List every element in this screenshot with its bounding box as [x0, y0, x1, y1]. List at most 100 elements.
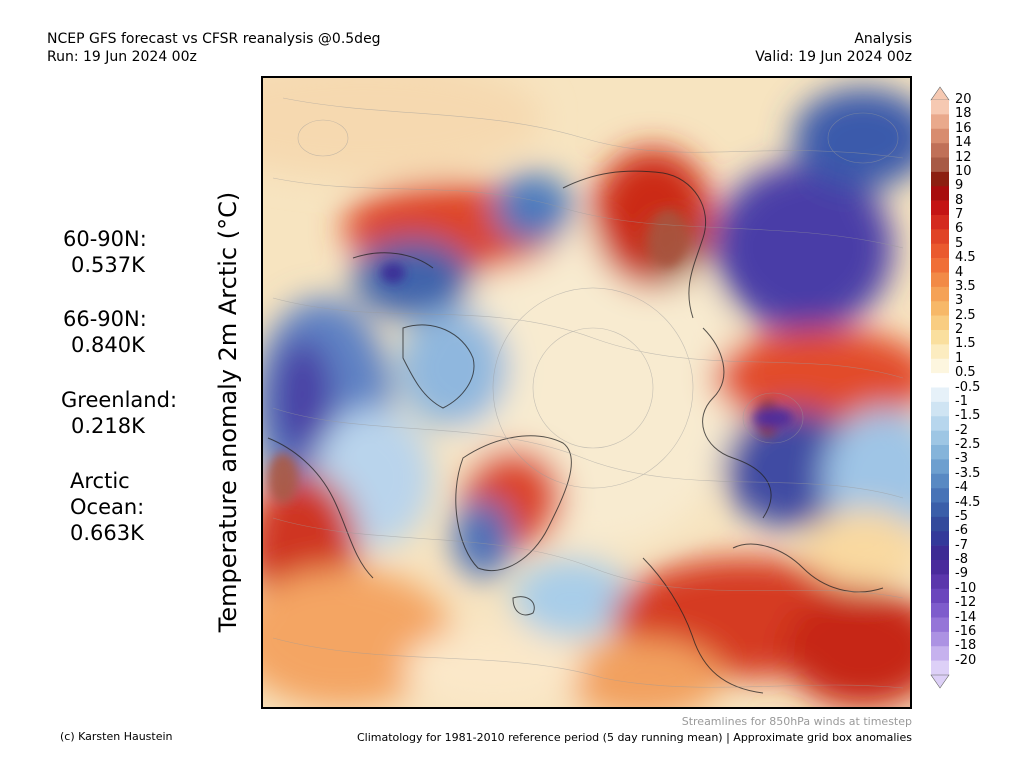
colorbar-tick-label: -14 — [955, 609, 977, 625]
colorbar-tick-label: -2 — [955, 422, 968, 438]
colorbar-tick-label: 14 — [955, 135, 972, 151]
colorbar-tick-label: 4.5 — [955, 250, 976, 266]
stat-arctic-ocean: Arctic Ocean: 0.663K — [70, 468, 144, 546]
colorbar-cell — [931, 186, 949, 201]
stat-label: Arctic — [70, 469, 130, 493]
colorbar-cell — [931, 128, 949, 144]
colorbar-tick-label: -3.5 — [955, 465, 981, 481]
colorbar-tick-label: -18 — [955, 638, 977, 654]
streamlines — [272, 97, 904, 689]
colorbar-bottom-arrow — [930, 674, 950, 689]
stat-value: 0.663K — [70, 521, 144, 545]
colorbar-cell — [931, 459, 949, 475]
stat-60-90n: 60-90N: 0.537K — [63, 226, 147, 278]
chart-title: NCEP GFS forecast vs CFSR reanalysis @0.… — [47, 31, 381, 47]
stat-label: 60-90N: — [63, 227, 147, 251]
stat-66-90n: 66-90N: 0.840K — [63, 306, 147, 358]
map-canvas — [263, 78, 910, 707]
header-right: Analysis Valid: 19 Jun 2024 00z — [755, 30, 912, 66]
colorbar-tick-label: -3 — [955, 451, 968, 467]
colorbar-tick-label: -6 — [955, 523, 968, 539]
colorbar-cell — [931, 560, 949, 575]
stat-label: 66-90N: — [63, 307, 147, 331]
colorbar-tick-label: 1 — [955, 350, 964, 366]
colorbar-tick-label: 3 — [955, 293, 964, 309]
colorbar-cell — [931, 617, 949, 633]
stat-label-2: Ocean: — [70, 495, 145, 519]
colorbar-tick-label: -5 — [955, 508, 968, 524]
colorbar-tick-label: 2 — [955, 322, 964, 337]
stat-greenland: Greenland: 0.218K — [61, 387, 177, 439]
colorbar-cell — [931, 286, 949, 302]
colorbar-cell — [931, 301, 949, 316]
colorbar-cell — [931, 387, 949, 403]
colorbar-cell — [931, 488, 949, 503]
mode-label: Analysis — [854, 31, 912, 47]
colorbar-cell — [931, 200, 949, 216]
stat-value: 0.537K — [71, 253, 145, 277]
colorbar-cell — [931, 416, 949, 431]
colorbar-tick-label: -4.5 — [955, 494, 981, 510]
colorbar-top-arrow — [930, 86, 950, 101]
colorbar-tick-label: 1.5 — [955, 336, 976, 352]
colorbar-cell — [931, 229, 949, 245]
colorbar-cell — [931, 215, 949, 230]
colorbar-cell — [931, 660, 949, 676]
colorbar-cells — [931, 100, 949, 676]
valid-time: Valid: 19 Jun 2024 00z — [755, 49, 912, 65]
colorbar-cell — [931, 502, 949, 518]
stat-label: Greenland: — [61, 388, 178, 412]
colorbar-tick-label: 5 — [955, 235, 964, 251]
colorbar-cell — [931, 344, 949, 360]
anomaly-map — [261, 76, 912, 709]
colorbar-cell — [931, 272, 949, 288]
colorbar-tick-label: 8 — [955, 192, 964, 208]
colorbar-tick-label: -20 — [955, 652, 977, 668]
run-time: Run: 19 Jun 2024 00z — [47, 49, 197, 65]
colorbar-cell — [931, 401, 949, 417]
colorbar-cell — [931, 100, 949, 115]
colorbar-tick-label: 7 — [955, 207, 964, 222]
colorbar-tick-label: -9 — [955, 566, 968, 582]
colorbar-tick-label: 6 — [955, 221, 964, 237]
colorbar-tick-label: -16 — [955, 623, 977, 639]
colorbar-cell — [931, 330, 949, 345]
colorbar-cell — [931, 315, 949, 331]
colorbar-tick-label: -0.5 — [955, 379, 981, 395]
colorbar-tick-label: 10 — [955, 163, 972, 179]
colorbar-tick-label: -10 — [955, 580, 977, 596]
colorbar-cell — [931, 516, 949, 532]
colorbar-cell — [931, 114, 949, 130]
colorbar-cell — [931, 646, 949, 661]
stat-value: 0.218K — [71, 414, 145, 438]
colorbar-tick-label: -12 — [955, 595, 977, 611]
colorbar-tick-label: 9 — [955, 178, 964, 194]
y-axis-label: Temperature anomaly 2m Arctic (°C) — [214, 191, 242, 633]
colorbar-cell — [931, 358, 949, 374]
climatology-note: Climatology for 1981-2010 reference peri… — [356, 731, 912, 744]
colorbar-tick-label: -8 — [955, 552, 968, 567]
colorbar-cell — [931, 143, 949, 158]
colorbar-cell — [931, 243, 949, 259]
colorbar-tick-label: -1.5 — [955, 408, 981, 424]
colorbar-tick-label: 2.5 — [955, 307, 976, 323]
colorbar-cell — [931, 171, 949, 187]
colorbar-cell — [931, 574, 949, 590]
colorbar-cell — [931, 473, 949, 489]
colorbar — [930, 86, 950, 689]
colorbar-tick-label: 18 — [955, 106, 972, 122]
colorbar-cell — [931, 603, 949, 618]
streamline-note: Streamlines for 850hPa winds at timestep — [681, 715, 912, 728]
credit: (c) Karsten Haustein — [60, 730, 173, 743]
colorbar-cell — [931, 157, 949, 173]
colorbar-cell — [931, 373, 949, 388]
colorbar-tick-label: 20 — [955, 92, 972, 107]
colorbar-tick-label: 16 — [955, 120, 972, 136]
colorbar-cell — [931, 445, 949, 460]
colorbar-tick-label: -2.5 — [955, 437, 981, 452]
colorbar-cell — [931, 258, 949, 273]
colorbar-tick-label: 12 — [955, 149, 972, 165]
colorbar-cell — [931, 430, 949, 446]
colorbar-tick-label: -1 — [955, 393, 968, 409]
header-left: NCEP GFS forecast vs CFSR reanalysis @0.… — [47, 30, 381, 66]
